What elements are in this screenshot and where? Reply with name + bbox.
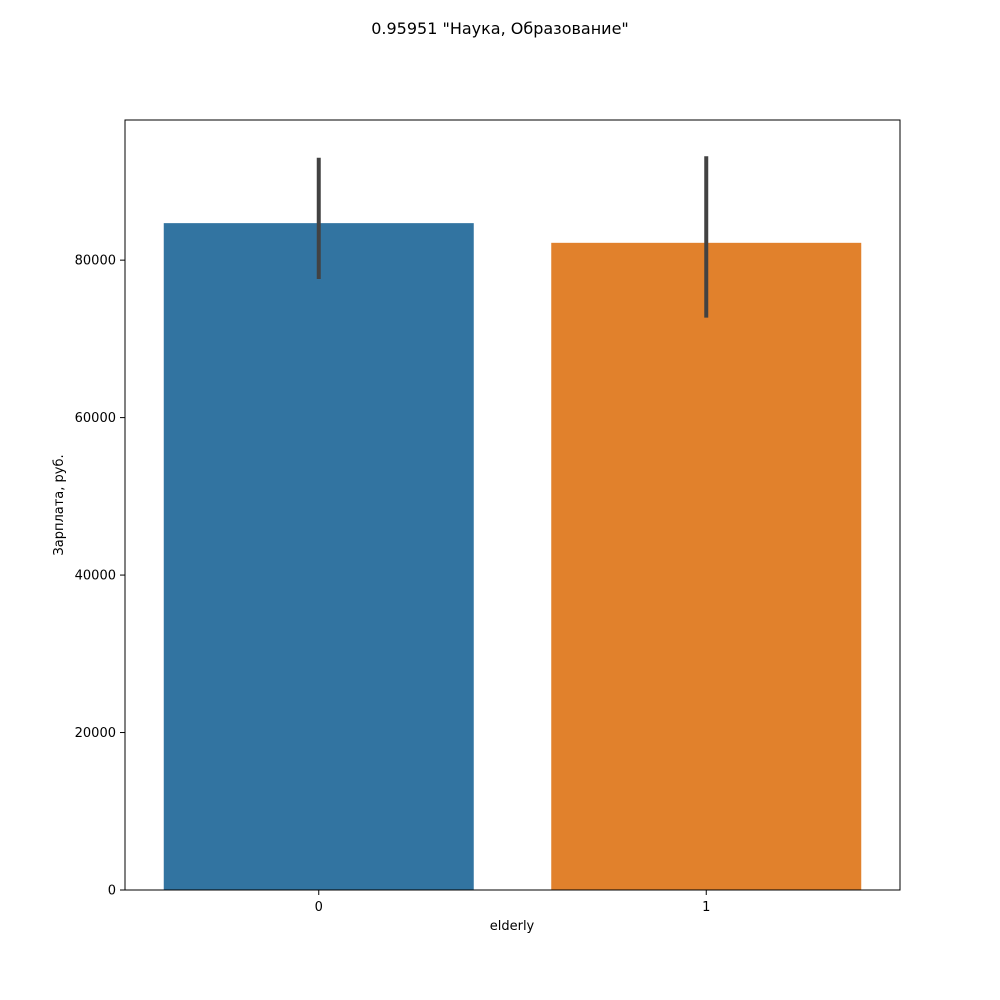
plot-frame bbox=[124, 119, 901, 891]
y-tick-label-20000: 20000 bbox=[75, 726, 116, 741]
x-axis-label: elderly bbox=[490, 919, 535, 934]
x-tick-label-1: 1 bbox=[702, 900, 710, 915]
bar-1 bbox=[551, 242, 862, 890]
plot-marks bbox=[163, 156, 862, 891]
x-tick-label-0: 0 bbox=[315, 900, 323, 915]
y-axis: 0 20000 40000 60000 80000 bbox=[75, 254, 125, 899]
y-axis-label: Зарплата, руб. bbox=[52, 454, 67, 555]
y-tick-label-40000: 40000 bbox=[75, 569, 116, 584]
y-tick-label-60000: 60000 bbox=[75, 411, 116, 426]
y-tick-label-80000: 80000 bbox=[75, 254, 116, 269]
y-tick-label-0: 0 bbox=[108, 884, 116, 899]
bar-0 bbox=[163, 223, 474, 891]
chart-title: 0.95951 "Наука, Образование" bbox=[371, 19, 629, 38]
